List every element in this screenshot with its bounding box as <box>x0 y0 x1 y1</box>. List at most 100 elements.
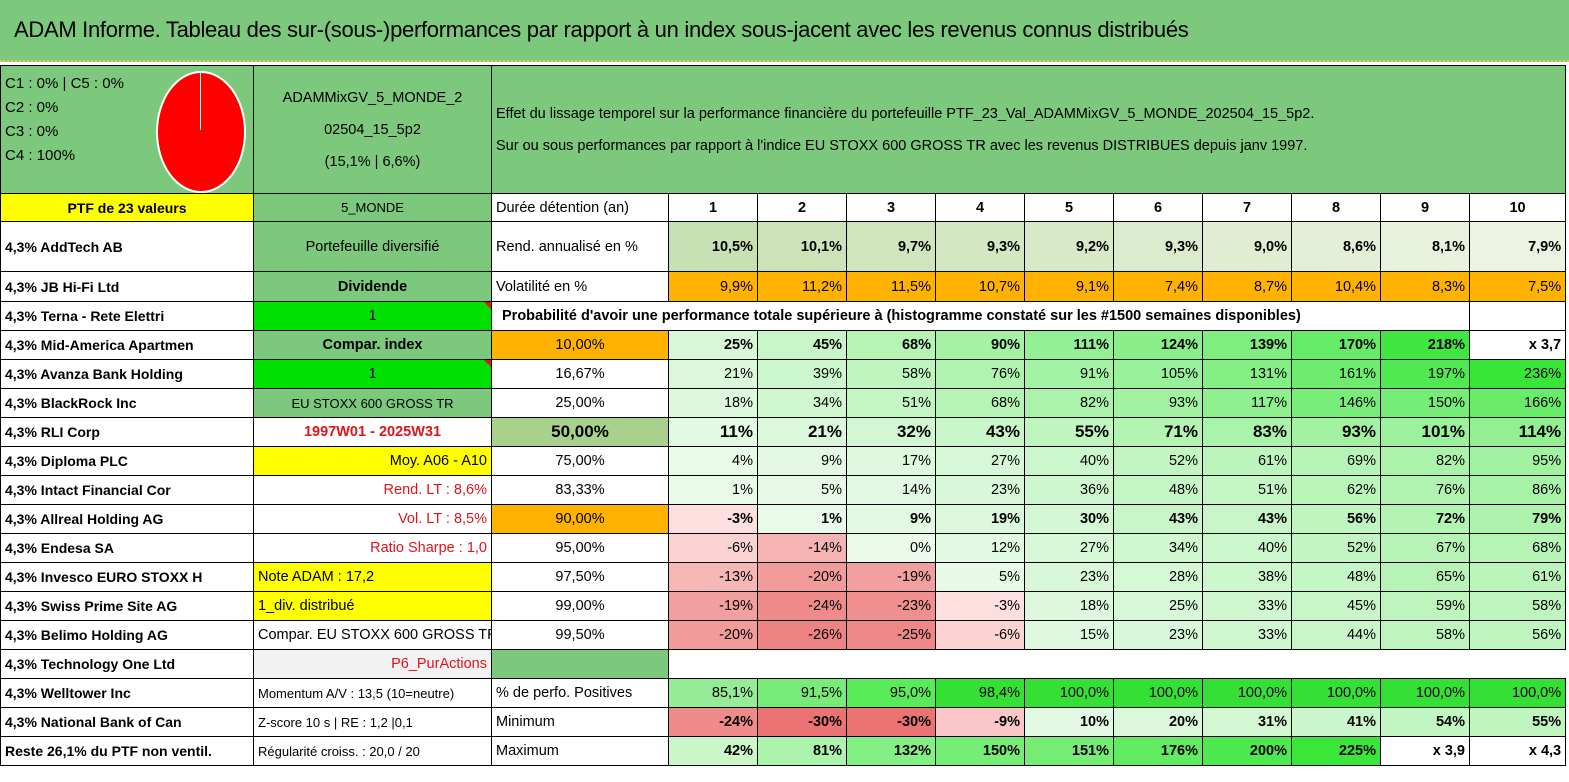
probability-value-cell[interactable]: 52% <box>1113 446 1203 476</box>
probability-value-cell[interactable]: 236% <box>1468 359 1567 389</box>
probability-value-cell[interactable]: 61% <box>1202 446 1292 476</box>
holding-cell[interactable]: PTF de 23 valeurs <box>0 193 254 222</box>
probability-value-cell[interactable]: -3% <box>668 504 758 534</box>
probability-value-cell[interactable]: 33% <box>1202 620 1292 650</box>
probability-value-cell[interactable]: 71% <box>1113 417 1203 447</box>
info-cell[interactable]: EU STOXX 600 GROSS TR <box>253 388 492 418</box>
value-cell[interactable]: 91,5% <box>757 678 847 708</box>
probability-value-cell[interactable]: 11% <box>668 417 758 447</box>
info-cell[interactable]: 1 <box>253 301 492 331</box>
probability-value-cell[interactable]: 1% <box>757 504 847 534</box>
value-cell[interactable]: 176% <box>1113 736 1203 766</box>
probability-value-cell[interactable]: 62% <box>1291 475 1381 505</box>
probability-value-cell[interactable]: 30% <box>1024 504 1114 534</box>
probability-value-cell[interactable]: 21% <box>668 359 758 389</box>
value-cell[interactable]: 20% <box>1113 707 1203 737</box>
probability-value-cell[interactable]: 68% <box>1468 533 1567 563</box>
holding-cell[interactable]: 4,3% Welltower Inc <box>0 678 254 708</box>
holding-cell[interactable]: 4,3% Avanza Bank Holding <box>0 359 254 389</box>
probability-value-cell[interactable]: 72% <box>1380 504 1470 534</box>
row-label-cell[interactable]: Rend. annualisé en % <box>491 221 669 272</box>
info-cell[interactable]: 1 <box>253 359 492 389</box>
holding-cell[interactable]: 4,3% Belimo Holding AG <box>0 620 254 650</box>
row-label-cell[interactable]: Volatilité en % <box>491 271 669 302</box>
probability-value-cell[interactable]: -25% <box>846 620 936 650</box>
row-label-cell[interactable]: Maximum <box>491 736 669 766</box>
value-cell[interactable]: 9,9% <box>668 271 758 302</box>
probability-value-cell[interactable]: 17% <box>846 446 936 476</box>
value-cell[interactable]: 8,3% <box>1380 271 1470 302</box>
probability-value-cell[interactable]: 59% <box>1380 591 1470 621</box>
probability-value-cell[interactable]: 23% <box>935 475 1025 505</box>
probability-value-cell[interactable]: 150% <box>1380 388 1470 418</box>
probability-value-cell[interactable]: x 3,7 <box>1468 330 1567 360</box>
probability-value-cell[interactable]: 69% <box>1291 446 1381 476</box>
probability-value-cell[interactable]: 43% <box>935 417 1025 447</box>
probability-value-cell[interactable]: 18% <box>1024 591 1114 621</box>
probability-value-cell[interactable]: 91% <box>1024 359 1114 389</box>
holding-cell[interactable]: 4,3% Technology One Ltd <box>0 649 254 679</box>
probability-value-cell[interactable]: 33% <box>1202 591 1292 621</box>
probability-value-cell[interactable]: -24% <box>757 591 847 621</box>
value-cell[interactable]: 81% <box>757 736 847 766</box>
probability-value-cell[interactable]: 28% <box>1113 562 1203 592</box>
value-cell[interactable]: 8,7% <box>1202 271 1292 302</box>
holding-cell[interactable]: 4,3% BlackRock Inc <box>0 388 254 418</box>
probability-value-cell[interactable]: 18% <box>668 388 758 418</box>
row-label-cell[interactable]: 97,50% <box>491 562 669 592</box>
holding-cell[interactable]: 4,3% JB Hi-Fi Ltd <box>0 271 254 302</box>
info-cell[interactable]: Momentum A/V : 13,5 (10=neutre) <box>253 678 492 708</box>
probability-value-cell[interactable]: 1% <box>668 475 758 505</box>
value-cell[interactable]: 8,1% <box>1380 221 1470 272</box>
probability-value-cell[interactable]: -6% <box>935 620 1025 650</box>
probability-value-cell[interactable]: -14% <box>757 533 847 563</box>
probability-value-cell[interactable]: 114% <box>1468 417 1567 447</box>
probability-value-cell[interactable]: 0% <box>846 533 936 563</box>
holding-cell[interactable]: 4,3% Mid-America Apartmen <box>0 330 254 360</box>
probability-value-cell[interactable]: 15% <box>1024 620 1114 650</box>
probability-value-cell[interactable]: 67% <box>1380 533 1470 563</box>
value-cell[interactable]: 150% <box>935 736 1025 766</box>
probability-value-cell[interactable]: 44% <box>1291 620 1381 650</box>
value-cell[interactable]: 9,7% <box>846 221 936 272</box>
probability-value-cell[interactable]: -13% <box>668 562 758 592</box>
info-cell[interactable]: Compar. index <box>253 330 492 360</box>
holding-cell[interactable]: 4,3% Terna - Rete Elettri <box>0 301 254 331</box>
row-label-cell[interactable]: 99,00% <box>491 591 669 621</box>
probability-value-cell[interactable]: 93% <box>1291 417 1381 447</box>
probability-value-cell[interactable]: 139% <box>1202 330 1292 360</box>
value-cell[interactable]: x 3,9 <box>1380 736 1470 766</box>
probability-value-cell[interactable]: 51% <box>1202 475 1292 505</box>
probability-value-cell[interactable]: -6% <box>668 533 758 563</box>
row-label-cell[interactable]: 83,33% <box>491 475 669 505</box>
info-cell[interactable]: Compar. EU STOXX 600 GROSS TR <box>253 620 492 650</box>
probability-value-cell[interactable]: 83% <box>1202 417 1292 447</box>
value-cell[interactable]: 54% <box>1380 707 1470 737</box>
probability-value-cell[interactable]: 76% <box>1380 475 1470 505</box>
probability-value-cell[interactable]: -20% <box>757 562 847 592</box>
value-cell[interactable]: -30% <box>846 707 936 737</box>
value-cell[interactable]: 55% <box>1468 707 1567 737</box>
probability-value-cell[interactable]: 68% <box>935 388 1025 418</box>
value-cell[interactable]: 9,2% <box>1024 221 1114 272</box>
probability-value-cell[interactable]: 56% <box>1468 620 1567 650</box>
probability-value-cell[interactable]: 86% <box>1468 475 1567 505</box>
value-cell[interactable]: 9,3% <box>1113 221 1203 272</box>
probability-value-cell[interactable]: 117% <box>1202 388 1292 418</box>
info-cell[interactable]: Ratio Sharpe : 1,0 <box>253 533 492 563</box>
probability-value-cell[interactable]: 131% <box>1202 359 1292 389</box>
probability-value-cell[interactable]: 25% <box>1113 591 1203 621</box>
row-label-cell[interactable]: 16,67% <box>491 359 669 389</box>
value-cell[interactable]: 100,0% <box>1024 678 1114 708</box>
probability-value-cell[interactable]: 40% <box>1202 533 1292 563</box>
probability-value-cell[interactable]: 82% <box>1024 388 1114 418</box>
probability-value-cell[interactable]: 105% <box>1113 359 1203 389</box>
probability-value-cell[interactable]: 65% <box>1380 562 1470 592</box>
probability-value-cell[interactable]: 19% <box>935 504 1025 534</box>
probability-value-cell[interactable]: 5% <box>935 562 1025 592</box>
probability-value-cell[interactable]: 14% <box>846 475 936 505</box>
holding-cell[interactable]: 4,3% RLI Corp <box>0 417 254 447</box>
row-label-cell[interactable]: 25,00% <box>491 388 669 418</box>
info-cell[interactable]: Moy. A06 - A10 <box>253 446 492 476</box>
probability-value-cell[interactable]: 27% <box>1024 533 1114 563</box>
